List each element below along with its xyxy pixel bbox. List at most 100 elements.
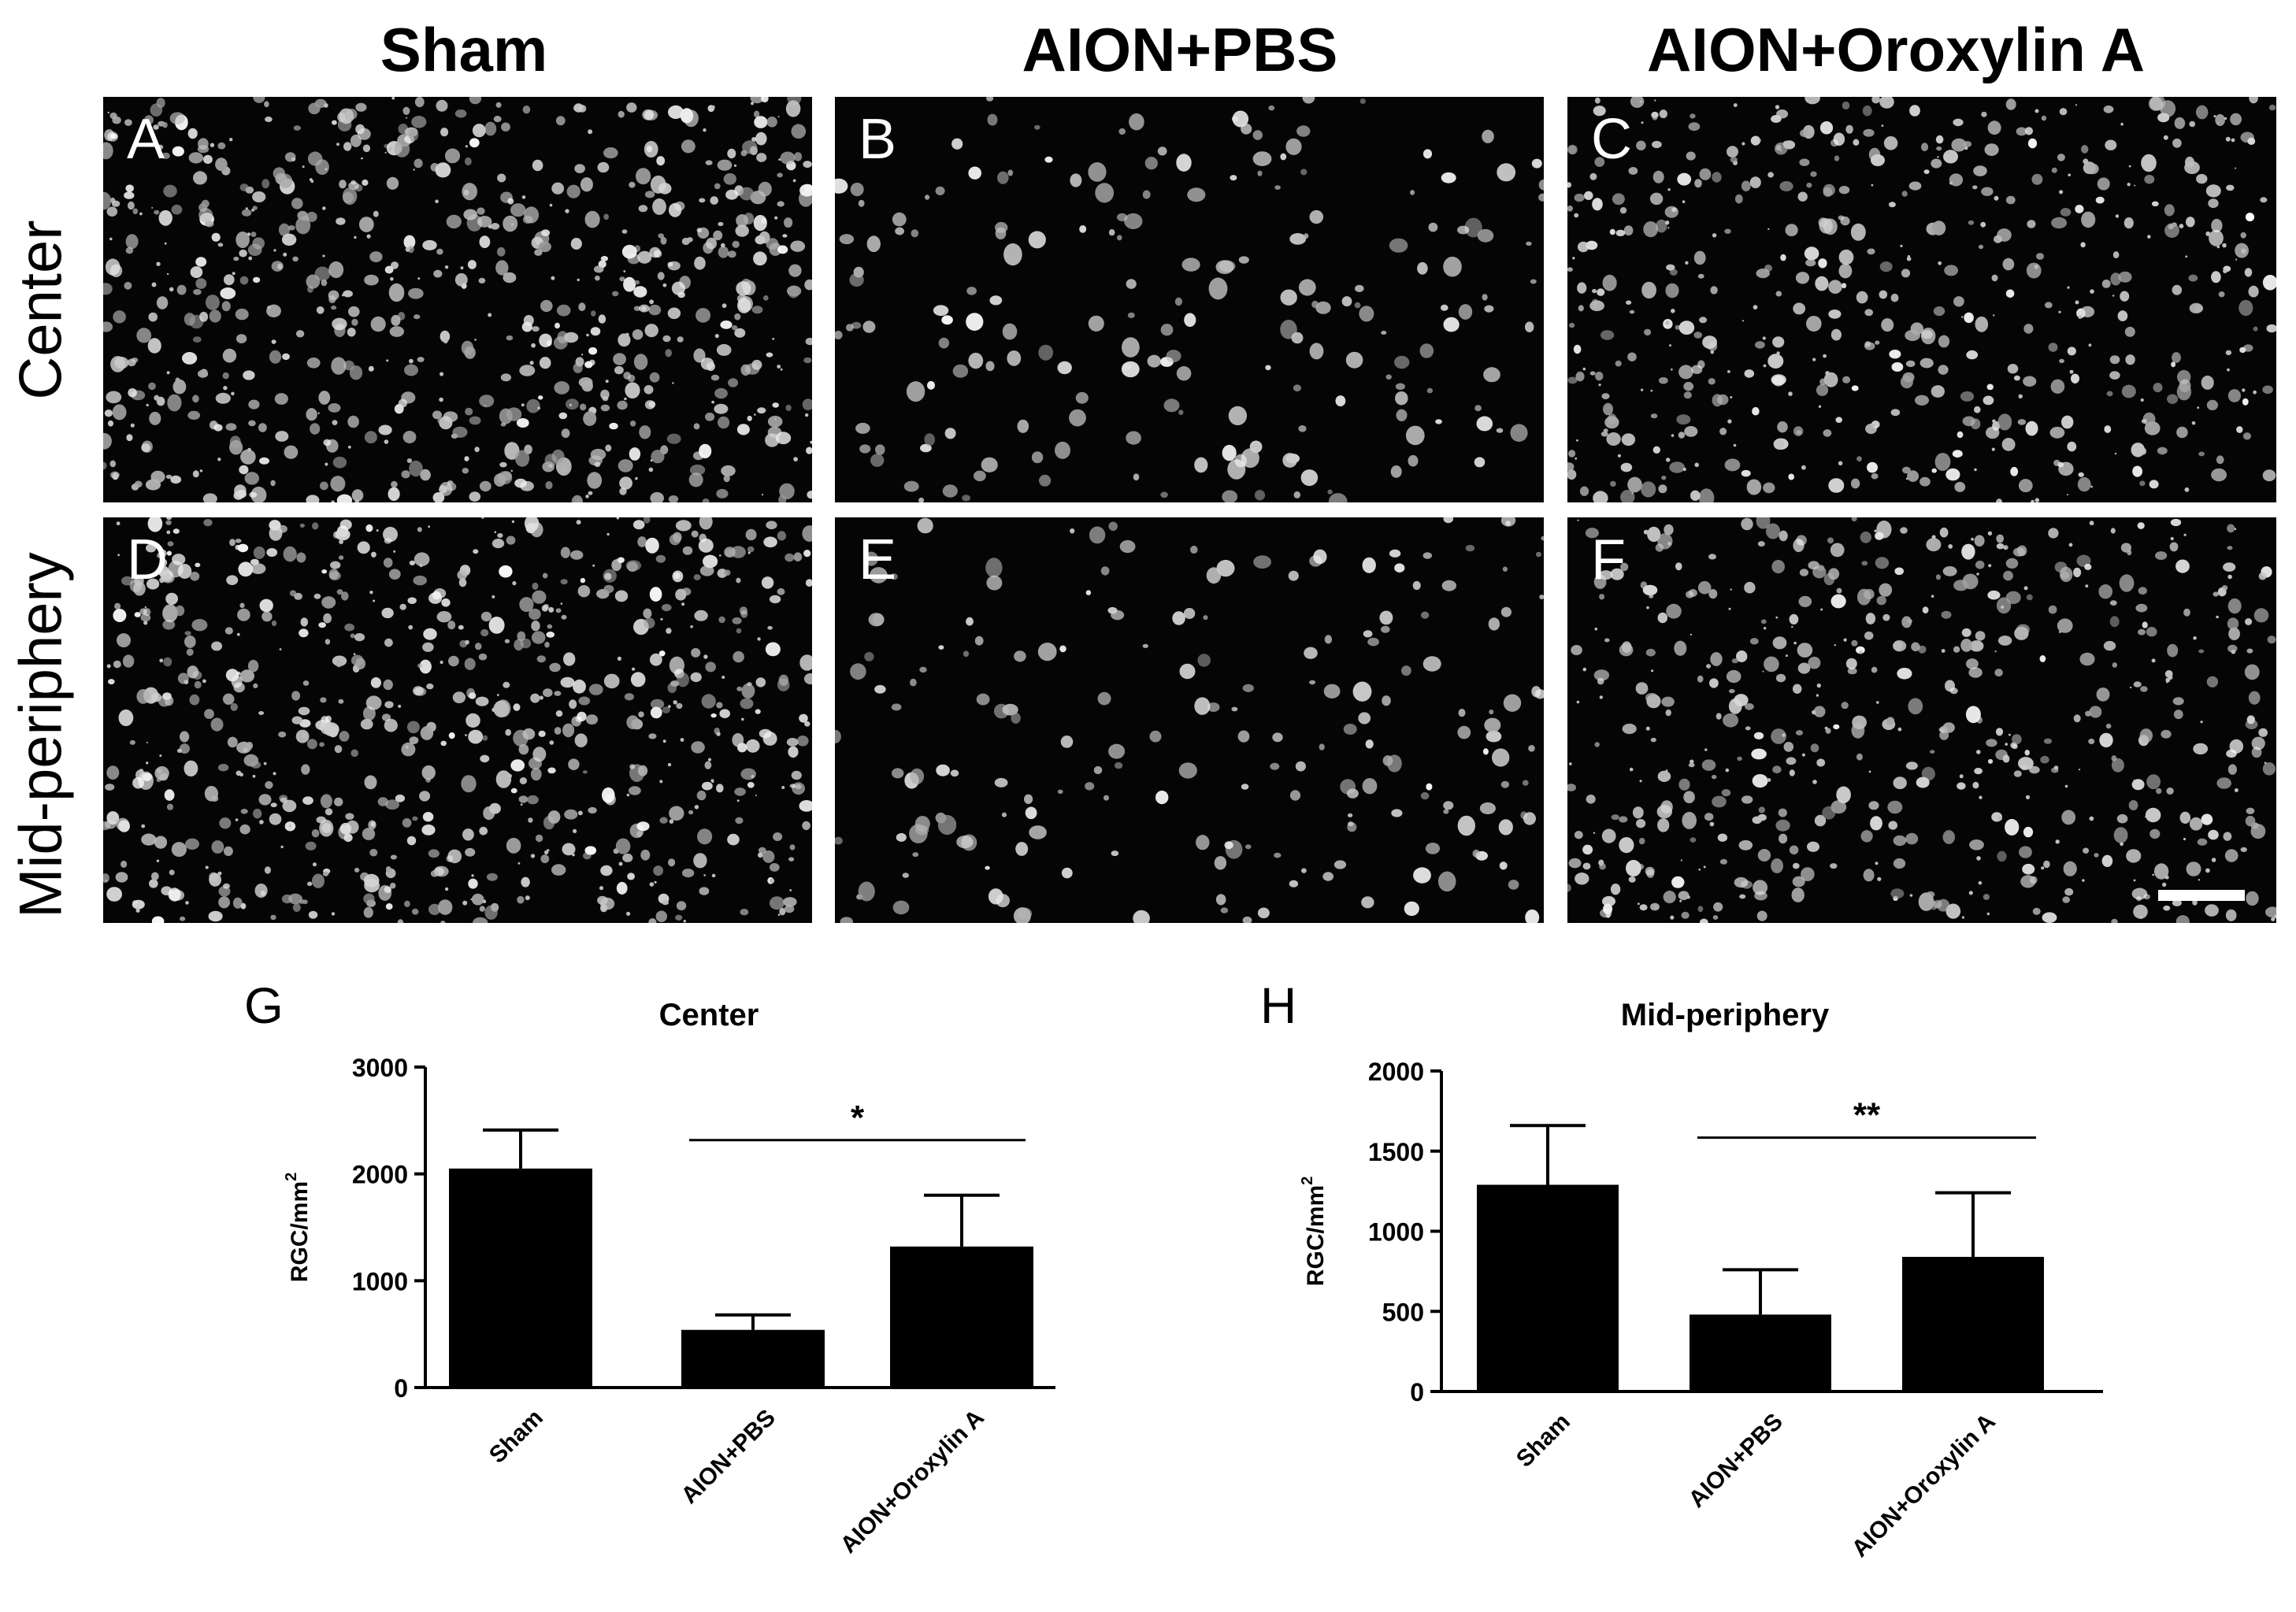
cell-blob — [2057, 618, 2073, 633]
cell-fragment — [2018, 394, 2023, 398]
cell-blob — [621, 229, 628, 234]
cell-blob — [421, 765, 436, 780]
cell-blob — [2133, 904, 2148, 919]
cell-blob — [657, 272, 665, 280]
cell-blob — [526, 398, 540, 413]
cell-blob — [2024, 750, 2030, 756]
cell-blob — [1920, 358, 1934, 369]
cell-blob — [1394, 563, 1405, 573]
cell-blob — [1636, 140, 1646, 150]
cell-blob — [1823, 183, 1835, 196]
cell-blob — [2172, 138, 2182, 148]
cell-blob — [1663, 891, 1676, 903]
cell-blob — [491, 539, 505, 549]
cell-blob — [665, 349, 672, 358]
cell-blob — [1385, 374, 1392, 380]
cell-blob — [2142, 621, 2148, 628]
cell-blob — [719, 709, 730, 718]
cell-blob — [1856, 646, 1865, 654]
cell-fragment — [1651, 669, 1654, 673]
cell-blob — [496, 246, 506, 257]
cell-blob — [2201, 813, 2213, 825]
cell-blob — [288, 893, 302, 905]
cell-fragment — [1687, 895, 1690, 899]
cell-blob — [547, 767, 556, 774]
cell-blob — [1028, 231, 1046, 249]
cell-fragment — [565, 209, 569, 213]
cell-blob — [495, 770, 512, 788]
cell-blob — [2002, 258, 2015, 271]
cell-blob — [1926, 538, 1942, 552]
cell-blob — [1620, 490, 1635, 502]
cell-blob — [1443, 317, 1460, 332]
cell-blob — [896, 832, 907, 842]
cell-blob — [546, 632, 555, 638]
cell-blob — [1763, 482, 1775, 494]
cell-fragment — [146, 742, 148, 743]
cell-blob — [1698, 488, 1715, 502]
cell-blob — [629, 181, 636, 188]
cell-blob — [1245, 844, 1252, 850]
cell-blob — [190, 572, 200, 581]
cell-blob — [532, 326, 540, 332]
cell-blob — [191, 619, 208, 632]
cell-fragment — [810, 440, 812, 444]
cell-fragment — [777, 365, 781, 369]
cell-blob — [1088, 315, 1104, 332]
cell-blob — [2216, 455, 2224, 465]
cell-blob — [609, 422, 618, 430]
cell-blob — [339, 822, 351, 835]
cell-blob — [320, 697, 327, 703]
cell-fragment — [266, 118, 269, 120]
cell-fragment — [1577, 519, 1579, 521]
cell-fragment — [1994, 650, 1997, 653]
cell-blob — [1767, 354, 1784, 369]
cell-blob — [2198, 649, 2205, 654]
cell-blob — [336, 659, 343, 668]
cell-blob — [369, 251, 383, 263]
cell-blob — [874, 684, 886, 694]
cell-blob — [892, 768, 904, 779]
cell-fragment — [2035, 109, 2039, 113]
cell-blob — [1474, 457, 1486, 468]
cell-blob — [697, 227, 710, 239]
cell-blob — [1359, 306, 1374, 322]
cell-blob — [962, 495, 971, 502]
cell-blob — [1830, 863, 1838, 869]
cell-blob — [172, 146, 184, 157]
cell-blob — [746, 739, 760, 753]
cell-blob — [1987, 758, 1994, 764]
cell-blob — [1458, 709, 1466, 717]
cell-blob — [1756, 910, 1767, 921]
cell-blob — [1863, 128, 1875, 137]
cell-blob — [1025, 806, 1037, 820]
cell-blob — [326, 439, 339, 453]
cell-blob — [2213, 591, 2219, 597]
cell-fragment — [592, 564, 595, 567]
cell-blob — [803, 673, 812, 685]
cell-blob — [401, 470, 410, 479]
cell-blob — [334, 745, 343, 754]
cell-blob — [1664, 524, 1674, 535]
cell-blob — [718, 246, 729, 258]
cell-fragment — [751, 774, 755, 779]
cell-blob — [648, 401, 656, 408]
cell-blob — [2051, 217, 2068, 229]
cell-blob — [1628, 876, 1636, 883]
cell-blob — [397, 919, 404, 923]
cell-blob — [788, 746, 799, 758]
cell-fragment — [139, 769, 144, 773]
cell-blob — [1413, 867, 1431, 884]
cell-blob — [668, 495, 679, 502]
cell-blob — [325, 808, 333, 816]
cell-blob — [2242, 398, 2249, 406]
cell-blob — [1828, 478, 1845, 493]
cell-blob — [636, 831, 643, 838]
cell-fragment — [1671, 368, 1673, 371]
cell-blob — [655, 554, 666, 563]
cell-blob — [1111, 850, 1119, 857]
cell-blob — [239, 602, 245, 609]
cell-fragment — [750, 102, 755, 106]
cell-blob — [1155, 791, 1169, 805]
cell-blob — [1088, 162, 1107, 182]
